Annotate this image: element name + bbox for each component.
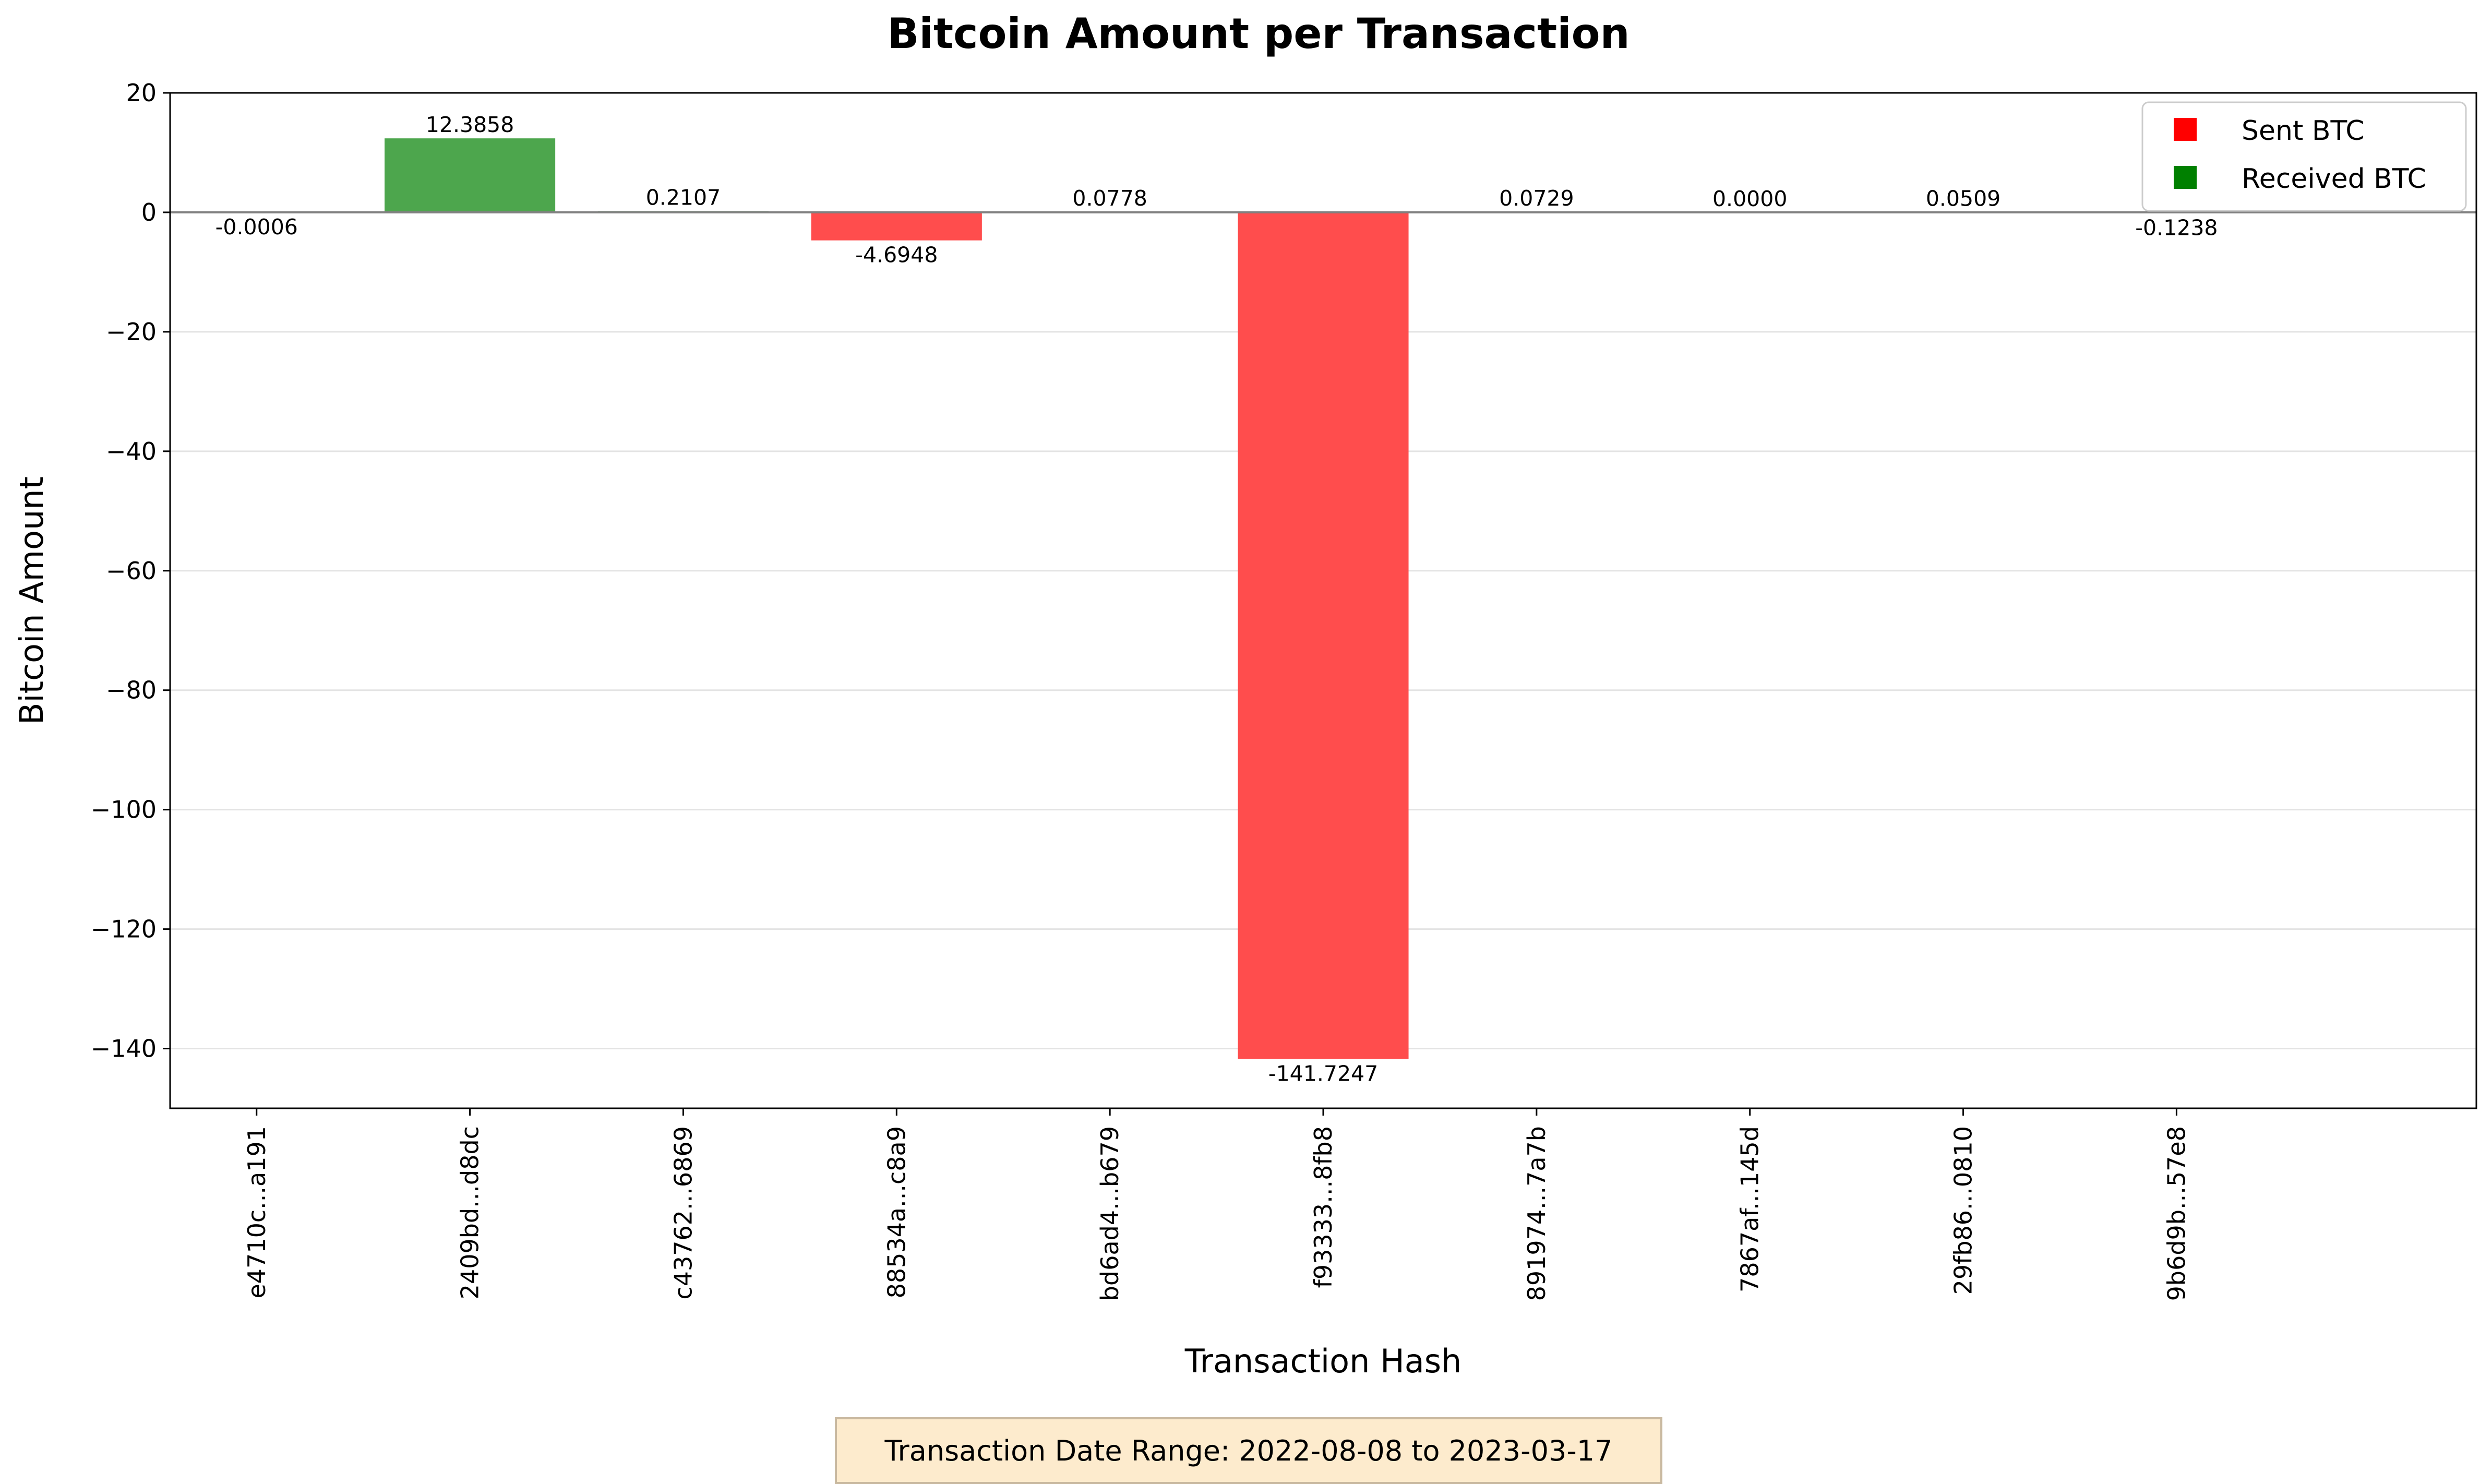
y-axis-ticks: 20 0 −20 −40 −60 −80 −100 −120 −140 — [91, 79, 170, 1063]
x-tick-label: 891974...7a7b — [1523, 1126, 1551, 1301]
data-label: -141.7247 — [1268, 1061, 1378, 1086]
y-tick-label: −20 — [106, 318, 157, 346]
y-tick-label: −140 — [91, 1035, 157, 1063]
chart-title: Bitcoin Amount per Transaction — [887, 9, 1630, 58]
data-label: -0.0006 — [215, 214, 298, 240]
data-label: 12.3858 — [426, 112, 514, 137]
y-tick-label: −120 — [91, 915, 157, 943]
legend-swatch-received — [2174, 166, 2197, 189]
legend-frame — [2141, 101, 2467, 212]
y-tick-label: −60 — [106, 557, 157, 585]
legend-swatch-sent — [2174, 118, 2197, 141]
date-range-note: Transaction Date Range: 2022-08-08 to 20… — [835, 1417, 1662, 1484]
bar — [811, 212, 982, 241]
data-label: -0.1238 — [2135, 215, 2218, 240]
x-tick-label: 88534a...c8a9 — [882, 1126, 910, 1298]
x-tick-label: e4710c...a191 — [243, 1126, 271, 1299]
x-tick-label: f93333...8fb8 — [1309, 1126, 1337, 1288]
data-label: 0.2107 — [646, 185, 721, 210]
data-labels: -0.0006 12.3858 0.2107 -4.6948 0.0778 -141.72… — [215, 112, 2218, 1086]
data-label: 0.0778 — [1072, 186, 1147, 211]
x-tick-label: 7867af...145d — [1736, 1126, 1764, 1292]
legend-label-sent: Sent BTC — [2242, 115, 2365, 147]
y-tick-label: −100 — [91, 796, 157, 824]
y-tick-label: 20 — [126, 79, 157, 107]
bar — [1238, 212, 1409, 1059]
y-tick-label: 0 — [141, 198, 157, 226]
data-label: 0.0729 — [1499, 186, 1574, 211]
x-tick-label: bd6ad4...b679 — [1096, 1126, 1124, 1301]
y-axis-label: Bitcoin Amount — [13, 476, 51, 725]
x-tick-label: c43762...6869 — [669, 1126, 697, 1300]
x-tick-label: 2409bd...d8dc — [456, 1126, 484, 1299]
x-tick-label: 9b6d9b...57e8 — [2162, 1126, 2190, 1301]
bars — [171, 138, 2262, 1059]
x-tick-label: 29fb86...0810 — [1949, 1126, 1978, 1295]
data-label: 0.0509 — [1926, 186, 2000, 211]
x-axis-label: Transaction Hash — [1184, 1342, 1462, 1380]
data-label: 0.0000 — [1712, 186, 1787, 211]
legend: Sent BTC Received BTC — [2141, 101, 2467, 212]
x-axis-ticks: e4710c...a191 2409bd...d8dc c43762...6869 8… — [243, 1108, 2190, 1301]
y-tick-label: −40 — [106, 437, 157, 465]
legend-label-received: Received BTC — [2242, 163, 2426, 195]
bar — [385, 138, 556, 212]
data-label: -4.6948 — [855, 243, 938, 268]
y-tick-label: −80 — [106, 676, 157, 704]
